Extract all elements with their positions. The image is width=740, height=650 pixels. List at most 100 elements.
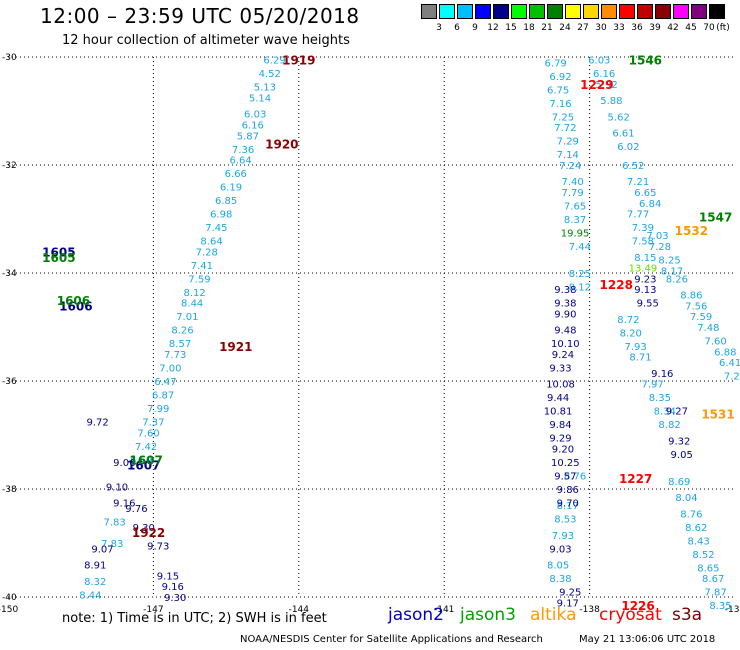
legend-swatch	[529, 4, 545, 19]
data-point-label: 7.24	[724, 372, 740, 383]
data-point-label: 7.39	[632, 223, 654, 234]
data-point-label: 9.03	[549, 544, 571, 555]
data-point-label: 6.47	[154, 377, 176, 388]
data-point-label: 7.65	[564, 202, 586, 213]
data-point-label: 7.29	[557, 137, 579, 148]
x-tick-label: -147	[143, 605, 163, 615]
data-point-label: 9.27	[666, 407, 688, 418]
legend-swatch	[493, 4, 509, 19]
data-point-label: 10.10	[551, 339, 580, 350]
legend-label: 42	[667, 23, 679, 33]
data-point-label: 6.75	[547, 85, 569, 96]
data-point-label: 7.03	[646, 231, 668, 242]
data-point-label: 8.71	[629, 353, 651, 364]
data-point-label: 9.32	[668, 436, 690, 447]
legend-swatch	[619, 4, 635, 19]
data-point-label: 8.35	[709, 601, 731, 612]
time-label: 1546	[629, 54, 662, 68]
credit-text: NOAA/NESDIS Center for Satellite Applica…	[240, 634, 543, 645]
data-point-label: 8.64	[200, 237, 222, 248]
data-point-label: 6.61	[612, 129, 634, 140]
data-point-label: 7.87	[704, 588, 726, 599]
legend-label: 36	[631, 23, 643, 33]
time-label: 1921	[219, 340, 252, 354]
legend-label: 18	[523, 23, 535, 33]
data-point-label: 9.38	[554, 285, 576, 296]
data-point-label: 9.33	[549, 364, 571, 375]
data-point-label: 7.24	[559, 161, 581, 172]
time-label: 1607	[129, 453, 162, 467]
satellite-label-s3a: s3a	[672, 605, 703, 625]
data-point-label: 7.45	[205, 223, 227, 234]
data-point-label: 9.44	[547, 393, 569, 404]
data-point-label: 9.90	[554, 310, 576, 321]
data-point-label: 7.36	[232, 145, 254, 156]
data-point-label: 7.72	[554, 123, 576, 134]
data-point-label: 6.92	[549, 72, 571, 83]
y-tick-label: -38	[2, 485, 17, 495]
data-point-label: 9.70	[557, 499, 579, 510]
time-label: 1531	[701, 407, 734, 421]
data-point-label: 9.25	[559, 588, 581, 599]
data-point-label: 9.23	[634, 274, 656, 285]
legend-label: 15	[505, 23, 517, 33]
data-point-label: 9.05	[671, 450, 693, 461]
data-point-label: 5.62	[608, 112, 630, 123]
data-point-label: 7.48	[697, 323, 719, 334]
legend-swatch	[421, 4, 437, 19]
data-point-label: 8.34	[654, 407, 676, 418]
data-point-label: 8.17	[661, 266, 683, 277]
data-point-label: 7.59	[690, 312, 712, 323]
time-label: 1606	[57, 294, 90, 308]
x-tick-label: -135	[725, 605, 740, 615]
data-point-label: 6.84	[639, 199, 661, 210]
legend-swatch	[565, 4, 581, 19]
data-point-label: 9.20	[552, 445, 574, 456]
page-title: 12:00 – 23:59 UTC 05/20/2018	[40, 4, 360, 28]
data-point-label: 7.56	[685, 301, 707, 312]
data-point-label: 8.12	[183, 288, 205, 299]
data-point-label: 10.08	[546, 380, 575, 391]
data-point-label: 6.65	[634, 188, 656, 199]
legend-swatch	[637, 4, 653, 19]
data-point-label: 13.49	[629, 264, 658, 275]
data-point-label: 5.92	[595, 80, 617, 91]
time-label: 1606	[59, 299, 92, 313]
data-point-label: 5.88	[600, 96, 622, 107]
data-point-label: 7.60	[704, 337, 726, 348]
data-point-label: 9.15	[157, 571, 179, 582]
legend-label: 33	[613, 23, 625, 33]
data-point-label: 5.14	[249, 94, 271, 105]
legend-swatch	[691, 4, 707, 19]
data-point-label: 8.26	[666, 274, 688, 285]
data-point-label: 8.91	[84, 561, 106, 572]
data-point-label: 7.01	[176, 312, 198, 323]
data-point-label: 7.40	[562, 177, 584, 188]
data-point-label: 6.88	[714, 347, 736, 358]
data-point-label: 9.24	[552, 350, 574, 361]
data-point-label: 6.41	[719, 358, 740, 369]
x-tick-label: -150	[0, 605, 18, 615]
data-point-label: 8.72	[617, 315, 639, 326]
legend-label: 3	[436, 23, 442, 33]
time-label: 1228	[600, 278, 633, 292]
data-point-label: 4.52	[259, 69, 281, 80]
data-point-label: 6.03	[244, 110, 266, 121]
data-point-label: 7.00	[159, 364, 181, 375]
data-point-label: 19.95	[561, 229, 590, 240]
data-point-label: 5.87	[237, 131, 259, 142]
data-point-label: 9.57	[554, 472, 576, 483]
satellite-label-altika: altika	[530, 605, 577, 625]
data-point-label: 10.25	[551, 458, 580, 469]
satellite-label-jason3: jason3	[460, 605, 516, 625]
legend-swatch	[673, 4, 689, 19]
data-point-label: 8.82	[658, 420, 680, 431]
data-point-label: 9.30	[133, 523, 155, 534]
data-point-label: 9.16	[113, 499, 135, 510]
time-label: 1227	[619, 472, 652, 486]
y-tick-label: -36	[2, 377, 17, 387]
legend-swatch	[709, 4, 725, 19]
legend-swatch	[457, 4, 473, 19]
data-point-label: 8.15	[634, 253, 656, 264]
